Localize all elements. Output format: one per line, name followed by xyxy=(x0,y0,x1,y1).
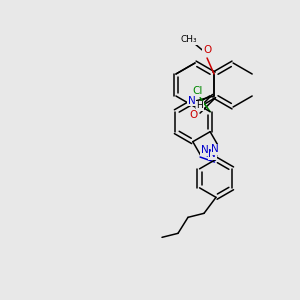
Text: O: O xyxy=(189,110,198,120)
Text: N: N xyxy=(188,96,196,106)
Text: N: N xyxy=(211,144,219,154)
Text: N: N xyxy=(201,145,208,155)
Text: H: H xyxy=(196,101,203,110)
Text: N: N xyxy=(208,149,216,159)
Text: Cl: Cl xyxy=(192,86,202,96)
Text: CH₃: CH₃ xyxy=(181,35,197,44)
Text: O: O xyxy=(203,45,211,55)
